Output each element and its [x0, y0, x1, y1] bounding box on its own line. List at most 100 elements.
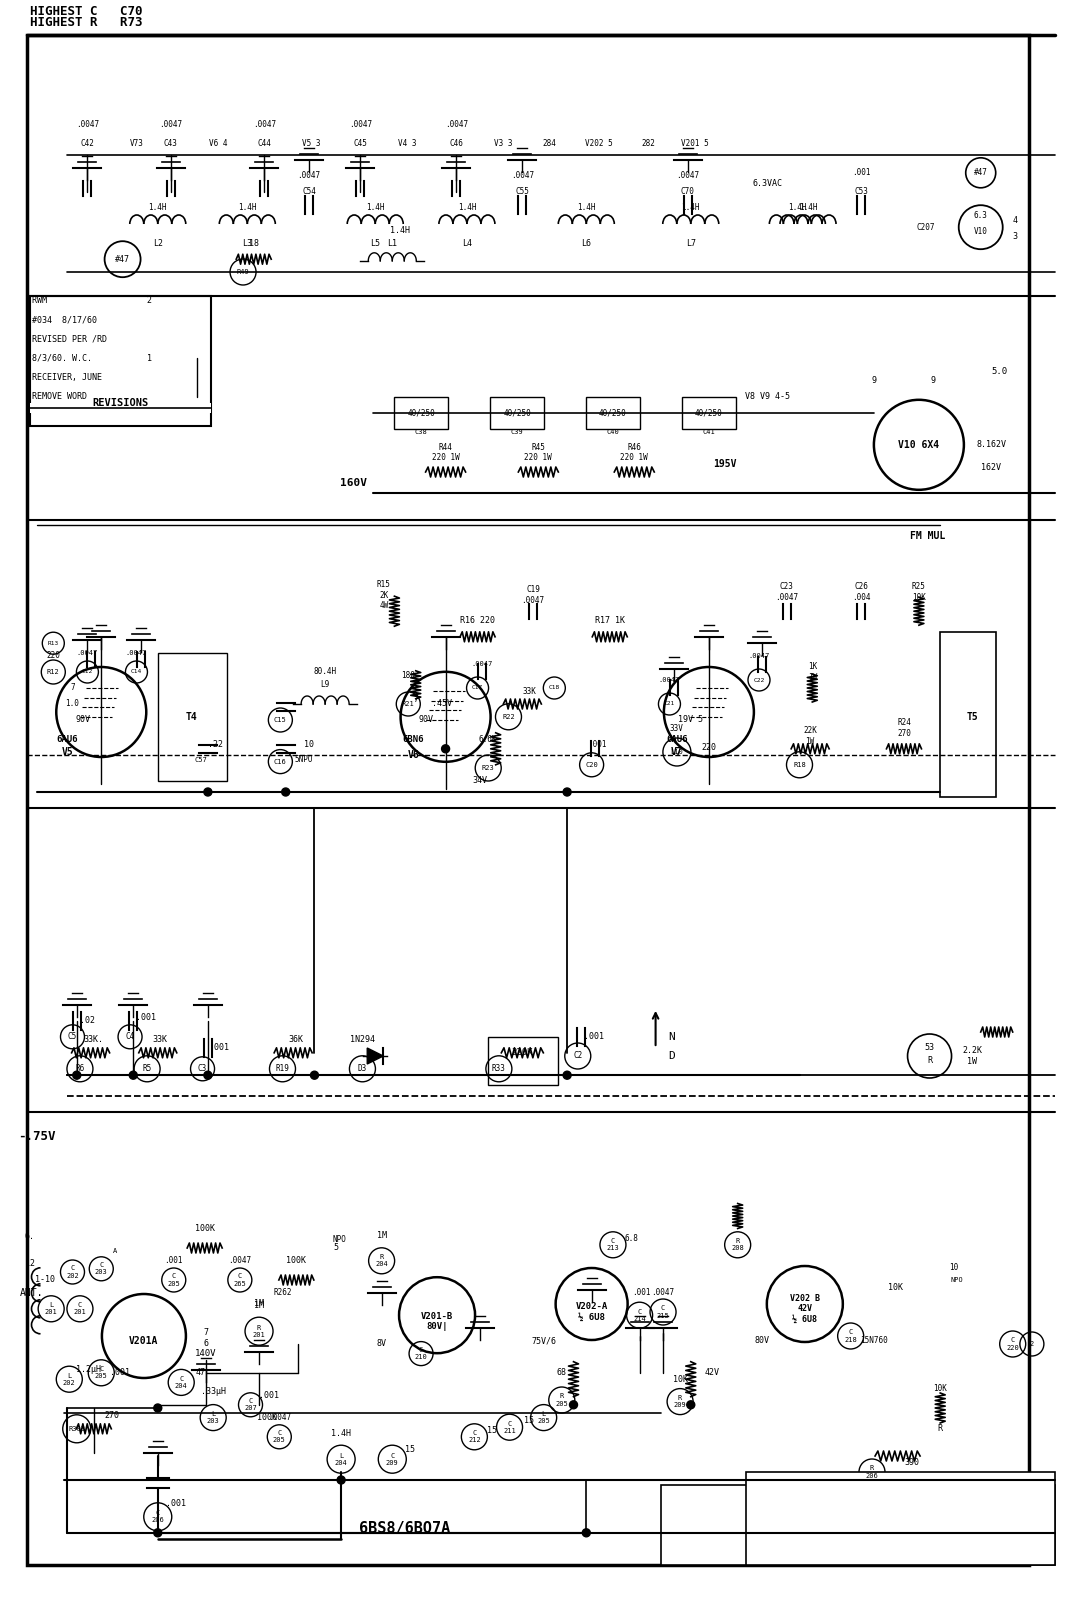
Text: V8 V9 4-5: V8 V9 4-5 [745, 392, 790, 402]
Text: R
209: R 209 [674, 1395, 687, 1408]
Text: C26
.004: C26 .004 [852, 582, 871, 602]
Text: .001: .001 [587, 739, 607, 749]
Text: 5NPO: 5NPO [294, 755, 313, 765]
Text: L
205: L 205 [537, 1411, 550, 1424]
Text: 100K: 100K [257, 1413, 276, 1422]
Text: 7: 7 [204, 1328, 208, 1338]
Text: 90V: 90V [419, 715, 434, 725]
Text: C44: C44 [257, 139, 272, 149]
Text: 1.4H: 1.4H [332, 1429, 351, 1438]
Text: C53: C53 [854, 187, 869, 197]
Text: 33K.: 33K. [84, 1035, 103, 1045]
Text: HIGHEST R   R73: HIGHEST R R73 [30, 16, 143, 29]
Text: R303: R303 [68, 1426, 85, 1432]
Text: #034  8/17/60: #034 8/17/60 [32, 315, 97, 325]
Text: .0047: .0047 [471, 661, 492, 667]
Bar [30, 296, 211, 426]
Text: HIGHEST C   C70: HIGHEST C C70 [30, 5, 143, 18]
Text: C22: C22 [754, 677, 764, 683]
Text: .001: .001 [259, 1390, 278, 1400]
Text: 4: 4 [1013, 216, 1017, 226]
Text: R15
2K
4W: R15 2K 4W [376, 581, 391, 610]
Text: 6.8: 6.8 [624, 1234, 639, 1243]
Text: C
205: C 205 [167, 1274, 180, 1286]
Text: C
218: C 218 [844, 1330, 857, 1342]
Bar [746, 1472, 1055, 1565]
Text: 2: 2 [1030, 1341, 1034, 1347]
Text: 47: 47 [195, 1368, 206, 1378]
Text: C
211: C 211 [503, 1421, 516, 1434]
Text: C40: C40 [607, 429, 619, 435]
Text: C70: C70 [680, 187, 695, 197]
Text: 10K: 10K [888, 1283, 903, 1293]
Text: 390: 390 [904, 1458, 919, 1467]
Text: R5: R5 [143, 1064, 151, 1074]
Bar [682, 397, 736, 429]
Text: L
201: L 201 [45, 1302, 58, 1315]
Text: 33K: 33K [152, 1035, 167, 1045]
Text: 1.4H: 1.4H [798, 203, 818, 213]
Text: 10K: 10K [673, 1374, 688, 1384]
Text: V10 6X4: V10 6X4 [899, 440, 939, 450]
Bar [586, 397, 640, 429]
Text: 9: 9 [931, 376, 935, 386]
Text: V73: V73 [129, 139, 144, 149]
Text: R: R [927, 1056, 932, 1066]
Text: RECEIVER, JUNE: RECEIVER, JUNE [32, 373, 102, 382]
Text: R16 220: R16 220 [461, 616, 495, 626]
Text: REVISED PER /RD: REVISED PER /RD [32, 334, 107, 344]
Text: 1.4H: 1.4H [148, 203, 167, 213]
Text: C14: C14 [131, 669, 142, 675]
Text: R22: R22 [502, 714, 515, 720]
Text: 220K: 220K [512, 1048, 533, 1058]
Text: C20: C20 [585, 762, 598, 768]
Text: C38: C38 [415, 429, 427, 435]
Text: 33V: 33V [669, 723, 684, 733]
Text: .0047: .0047 [297, 171, 321, 181]
Text: .0047: .0047 [659, 677, 680, 683]
Polygon shape [367, 1048, 384, 1064]
Text: R
206: R 206 [866, 1466, 878, 1478]
Text: C39: C39 [511, 429, 523, 435]
Text: 1M: 1M [376, 1230, 387, 1240]
Text: C21: C21 [664, 701, 675, 707]
Text: C17: C17 [472, 685, 483, 691]
Text: R33: R33 [491, 1064, 506, 1074]
Text: C16: C16 [274, 758, 287, 765]
Text: A: A [113, 1248, 117, 1254]
Text: 6BN6: 6BN6 [403, 734, 424, 744]
Text: .0047: .0047 [77, 650, 98, 656]
Text: 19V 5: 19V 5 [678, 715, 704, 725]
Text: V201-B
80V|: V201-B 80V| [421, 1312, 453, 1331]
Text: #47: #47 [115, 254, 130, 264]
Text: .0047: .0047 [651, 1288, 675, 1298]
Text: C
213: C 213 [607, 1238, 619, 1251]
Text: V5: V5 [61, 747, 74, 757]
Text: C55: C55 [515, 187, 530, 197]
Text: 53: 53 [924, 1043, 935, 1053]
Text: R44
220 1W: R44 220 1W [432, 443, 459, 462]
Circle shape [129, 1072, 138, 1080]
Text: 100K: 100K [287, 1256, 306, 1266]
Text: 6.3VAC: 6.3VAC [753, 179, 782, 189]
Bar [940, 632, 996, 797]
Circle shape [563, 787, 571, 795]
Text: C207: C207 [916, 222, 935, 232]
Text: 8.162V: 8.162V [976, 440, 1006, 450]
Text: C
220: C 220 [1006, 1338, 1019, 1350]
Text: C
214: C 214 [633, 1309, 646, 1322]
Text: 8V: 8V [376, 1339, 387, 1349]
Text: 40/250: 40/250 [599, 408, 627, 418]
Text: 42V: 42V [705, 1368, 720, 1378]
Text: C5: C5 [68, 1032, 77, 1042]
Text: V6 4: V6 4 [209, 139, 228, 149]
Text: 162V: 162V [982, 462, 1001, 472]
Text: 1.4H: 1.4H [390, 226, 409, 235]
Text: 6BS8/6BO7A: 6BS8/6BO7A [359, 1520, 451, 1536]
Text: 2.2K
1W: 2.2K 1W [963, 1046, 982, 1066]
Circle shape [337, 1477, 345, 1485]
Text: C
206: C 206 [151, 1510, 164, 1523]
Text: V202 B
42V
½ 6U8: V202 B 42V ½ 6U8 [790, 1294, 820, 1323]
Bar [394, 397, 448, 429]
Text: .0047: .0047 [253, 120, 276, 130]
